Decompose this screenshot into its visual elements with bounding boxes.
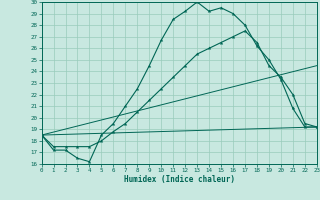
- X-axis label: Humidex (Indice chaleur): Humidex (Indice chaleur): [124, 175, 235, 184]
